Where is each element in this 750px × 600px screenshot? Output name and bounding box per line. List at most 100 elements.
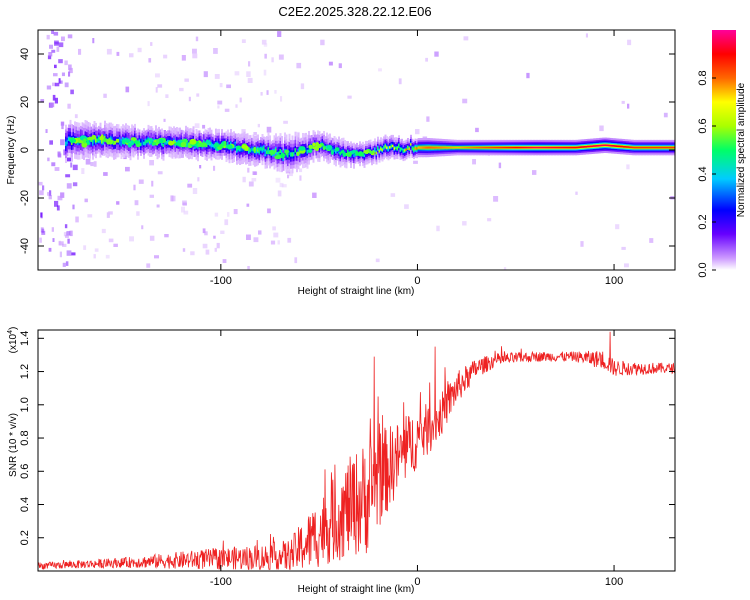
x-tick-label: -100 bbox=[210, 275, 232, 287]
spectrogram-ridge-cell bbox=[500, 146, 502, 149]
spectrogram-ridge-cell bbox=[258, 149, 261, 154]
figure-title: C2E2.2025.328.22.12.E06 bbox=[278, 4, 431, 19]
spectrogram-ridge-cell bbox=[141, 140, 144, 144]
spectrogram-speckle bbox=[181, 55, 186, 61]
spectrogram-peak-blob bbox=[358, 151, 363, 157]
spectrogram-speckle bbox=[85, 158, 91, 165]
spectrogram-speckle bbox=[70, 162, 73, 168]
spectrogram-speckle bbox=[279, 182, 284, 188]
spectrogram-ridge-cell bbox=[662, 146, 664, 149]
spectrogram-speckle bbox=[270, 240, 276, 245]
spectrogram-speckle bbox=[217, 100, 223, 105]
spectrogram-speckle bbox=[65, 174, 71, 178]
spectrogram-ridge-cell bbox=[290, 152, 292, 157]
spectrogram-ridge-cell bbox=[501, 146, 504, 149]
spectrogram-peak-blob bbox=[82, 138, 87, 144]
spectrogram-speckle bbox=[53, 31, 59, 36]
colorbar-tick-label: 0.8 bbox=[697, 70, 709, 85]
spectrogram-speckle bbox=[66, 231, 71, 236]
spectrogram-ridge-cell bbox=[441, 146, 444, 149]
spectrogram-speckle bbox=[48, 195, 52, 200]
spectrogram-ridge-cell bbox=[338, 149, 340, 153]
spectrogram-peak-blob bbox=[180, 141, 187, 148]
spectrogram-speckle bbox=[246, 203, 250, 207]
spectrogram-speckle bbox=[105, 254, 110, 259]
spectrogram-ridge-cell bbox=[611, 144, 613, 147]
spectrogram-speckle bbox=[272, 226, 276, 231]
spectrogram-peak-blob bbox=[307, 149, 313, 154]
spectrogram-ridge-cell bbox=[606, 144, 609, 147]
spectrogram-ridge-cell bbox=[629, 146, 631, 149]
spectrogram-ridge-cell bbox=[206, 143, 208, 148]
snr-y-multiplier: (x104) bbox=[7, 327, 19, 354]
spectrogram-ridge-cell bbox=[470, 146, 472, 149]
spectrogram-ridge-cell bbox=[447, 146, 450, 149]
spectrogram-ridge-cell bbox=[539, 146, 541, 149]
spectrogram-ridge-cell bbox=[659, 146, 661, 149]
spectrogram-ridge-cell bbox=[428, 146, 430, 149]
spectrogram-speckle bbox=[51, 49, 56, 53]
spectrogram-ridge-cell bbox=[657, 146, 660, 149]
spectrogram-ridge-cell bbox=[95, 138, 97, 143]
spectrogram-speckle bbox=[54, 64, 57, 69]
spectrogram-peak-blob bbox=[342, 152, 347, 157]
spectrogram-ridge-cell bbox=[323, 144, 325, 148]
spectrogram-ridge-cell bbox=[521, 146, 523, 149]
spectrogram-ridge-cell bbox=[324, 145, 327, 150]
spectrogram-ridge-cell bbox=[452, 146, 454, 149]
spectrogram-ridge-cell bbox=[353, 154, 355, 158]
spectrogram-speckle bbox=[283, 120, 288, 124]
spectrogram-peak-blob bbox=[106, 139, 110, 145]
spectrogram-speckle bbox=[56, 205, 60, 211]
spectrogram-ridge-cell bbox=[66, 139, 69, 145]
spectrogram-ridge-cell bbox=[494, 146, 496, 149]
spectrogram-ridge-cell bbox=[567, 146, 570, 149]
spectrogram-speckle bbox=[425, 57, 428, 62]
spectrogram-speckle bbox=[149, 235, 155, 241]
spectrogram-speckle bbox=[195, 36, 199, 42]
spectrogram-ridge-cell bbox=[603, 144, 606, 147]
spectrogram-ridge-cell bbox=[546, 146, 549, 149]
spectrogram-speckle bbox=[462, 98, 468, 104]
spectrogram-ridge-cell bbox=[516, 146, 519, 149]
spectrogram-ridge-cell bbox=[467, 146, 469, 149]
spectrogram-ridge-cell bbox=[551, 146, 553, 149]
spectrogram-ridge-cell bbox=[162, 143, 165, 148]
spectrogram-ridge-cell bbox=[167, 140, 169, 144]
spectrogram-ridge-cell bbox=[414, 147, 417, 150]
spectrogram-ridge-cell bbox=[420, 146, 423, 149]
spectrogram-ridge-cell bbox=[555, 146, 558, 149]
y-tick-label: 0.8 bbox=[19, 430, 31, 445]
spectrogram-speckle bbox=[214, 247, 217, 252]
spectrogram-speckle bbox=[66, 183, 72, 189]
spectrogram-ridge-cell bbox=[623, 145, 625, 148]
spectrogram-speckle bbox=[615, 224, 620, 230]
spectrogram-speckle bbox=[260, 92, 263, 96]
colorbar-tick-label: 0.6 bbox=[697, 118, 709, 133]
spectrogram-ridge-cell bbox=[305, 148, 307, 152]
spectrogram-ridge-cell bbox=[468, 146, 471, 149]
spectrogram-speckle bbox=[39, 190, 44, 196]
spectrogram-speckle bbox=[300, 83, 305, 90]
spectrogram-ridge-cell bbox=[453, 146, 456, 149]
spectrogram-ridge-cell bbox=[464, 146, 466, 149]
spectrogram-ridge-cell bbox=[497, 146, 499, 149]
spectrogram-ridge-cell bbox=[479, 146, 481, 149]
spectrogram-speckle bbox=[663, 112, 668, 118]
spectrogram-peak-blob bbox=[226, 144, 233, 150]
spectrogram-ridge-cell bbox=[432, 146, 435, 149]
spectrogram-ridge-cell bbox=[236, 147, 238, 152]
spectrogram-ridge-cell bbox=[557, 146, 559, 149]
spectrogram-peak-blob bbox=[69, 138, 77, 144]
spectrogram-peak-blob bbox=[316, 143, 322, 149]
spectrogram-speckle bbox=[148, 58, 152, 63]
colorbar-ticks: 0.0 0.2 0.4 0.6 0.8 bbox=[697, 70, 716, 278]
spectrogram-speckle bbox=[54, 167, 60, 171]
spectrogram-speckle bbox=[136, 211, 140, 216]
spectrogram-peak-blob bbox=[298, 146, 306, 151]
spectrogram-ridge-cell bbox=[579, 146, 582, 148]
spectrogram-speckle bbox=[40, 212, 43, 219]
spectrogram-speckle bbox=[103, 172, 108, 176]
spectrogram-ridge-cell bbox=[578, 146, 580, 149]
